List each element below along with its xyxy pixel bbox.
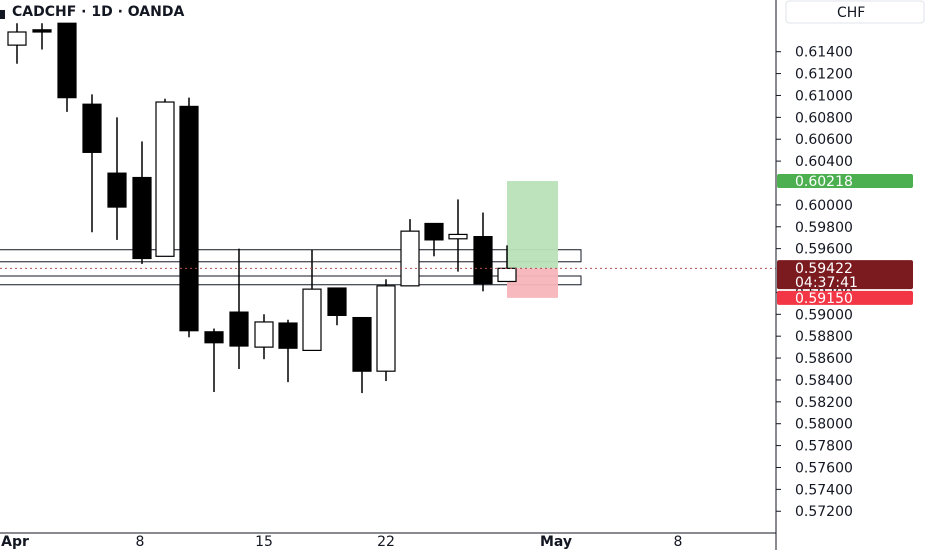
candle bbox=[302, 249, 322, 352]
bullish-candle-body bbox=[155, 101, 175, 257]
bearish-candle-body bbox=[229, 311, 249, 347]
stop-price-label bbox=[777, 290, 913, 305]
bearish-candle-body bbox=[82, 103, 102, 153]
bearish-candle-body bbox=[107, 172, 127, 208]
bearish-candle-body bbox=[424, 222, 444, 241]
time-tick-label: 8 bbox=[674, 534, 683, 550]
candle bbox=[327, 287, 347, 326]
currency-button[interactable] bbox=[785, 0, 925, 24]
sr-zone[interactable] bbox=[0, 249, 582, 263]
chart-title: CADCHF · 1D · OANDA bbox=[12, 4, 184, 20]
candle bbox=[32, 23, 52, 50]
candle bbox=[155, 98, 175, 257]
bar-countdown: 04:37:41 bbox=[795, 275, 858, 291]
bearish-candle-body bbox=[179, 105, 199, 332]
target-price-label bbox=[777, 174, 913, 189]
price-tick-label: 0.58600 bbox=[795, 351, 853, 367]
price-tick-label: 0.61200 bbox=[795, 67, 853, 83]
stop-price-value: 0.59150 bbox=[795, 291, 853, 307]
candle bbox=[179, 97, 199, 338]
price-tick-label: 0.57200 bbox=[795, 504, 853, 520]
price-tick-label: 0.59800 bbox=[795, 220, 853, 236]
bullish-candle-body bbox=[302, 288, 322, 352]
position-target-zone[interactable] bbox=[507, 181, 558, 269]
legend-marker bbox=[0, 10, 5, 19]
candle bbox=[497, 245, 517, 283]
candle bbox=[204, 328, 224, 392]
candle bbox=[376, 279, 396, 382]
candle bbox=[278, 319, 298, 383]
candles-layer bbox=[7, 22, 517, 394]
bullish-candle-body bbox=[497, 267, 517, 283]
time-tick-label: Apr bbox=[1, 534, 29, 550]
candle bbox=[82, 94, 102, 233]
bullish-candle-body bbox=[254, 321, 274, 348]
bullish-candle-body bbox=[400, 230, 420, 287]
bearish-candle-body bbox=[32, 29, 52, 33]
candle bbox=[7, 23, 27, 64]
bullish-candle-body bbox=[448, 233, 468, 240]
price-tick-label: 0.59600 bbox=[795, 242, 853, 258]
candle bbox=[448, 199, 468, 272]
bearish-candle-body bbox=[57, 22, 77, 99]
zones-layer bbox=[0, 249, 582, 286]
price-tick-label: 0.60800 bbox=[795, 110, 853, 126]
candle bbox=[473, 212, 493, 292]
price-tick-label: 0.61400 bbox=[795, 45, 853, 61]
bullish-candle-body bbox=[7, 31, 27, 46]
currency-label: CHF bbox=[837, 5, 865, 21]
candle bbox=[132, 141, 152, 264]
price-tick-label: 0.57600 bbox=[795, 460, 853, 476]
price-tick-label: 0.58200 bbox=[795, 395, 853, 411]
price-tick-label: 0.57800 bbox=[795, 439, 853, 455]
time-tick-label: 8 bbox=[136, 534, 145, 550]
price-tick-label: 0.57400 bbox=[795, 482, 853, 498]
bearish-candle-body bbox=[473, 236, 493, 285]
price-tick-label: 0.61000 bbox=[795, 88, 853, 104]
price-tick-label: 0.60600 bbox=[795, 132, 853, 148]
header-bg bbox=[0, 0, 300, 22]
bearish-candle-body bbox=[204, 331, 224, 344]
price-tick-label: 0.60400 bbox=[795, 154, 853, 170]
sr-zone[interactable] bbox=[0, 275, 582, 286]
candle bbox=[57, 22, 77, 112]
candle bbox=[352, 316, 372, 394]
price-tick-label: 0.58800 bbox=[795, 329, 853, 345]
price-tick-label: 0.58400 bbox=[795, 373, 853, 389]
bearish-candle-body bbox=[327, 287, 347, 316]
candle bbox=[400, 219, 420, 287]
time-tick-label: May bbox=[540, 534, 572, 550]
current-price-label bbox=[777, 260, 913, 290]
bearish-candle-body bbox=[132, 176, 152, 260]
candle bbox=[424, 222, 444, 257]
target-price-value: 0.60218 bbox=[795, 174, 853, 190]
bearish-candle-body bbox=[352, 316, 372, 372]
price-tick-label: 0.60000 bbox=[795, 198, 853, 214]
candle bbox=[254, 314, 274, 360]
bullish-candle-body bbox=[376, 285, 396, 372]
position-tool[interactable] bbox=[507, 181, 558, 298]
candle bbox=[229, 248, 249, 370]
price-tick-label: 0.58000 bbox=[795, 417, 853, 433]
time-tick-label: 22 bbox=[377, 534, 395, 550]
bearish-candle-body bbox=[278, 322, 298, 349]
time-axis-ticks[interactable]: Apr 8 15 22 May 8 bbox=[1, 534, 682, 550]
current-price-value: 0.59422 bbox=[795, 261, 853, 277]
candle bbox=[107, 117, 127, 240]
time-tick-label: 15 bbox=[255, 534, 273, 550]
price-tick-label: 0.59000 bbox=[795, 307, 853, 323]
